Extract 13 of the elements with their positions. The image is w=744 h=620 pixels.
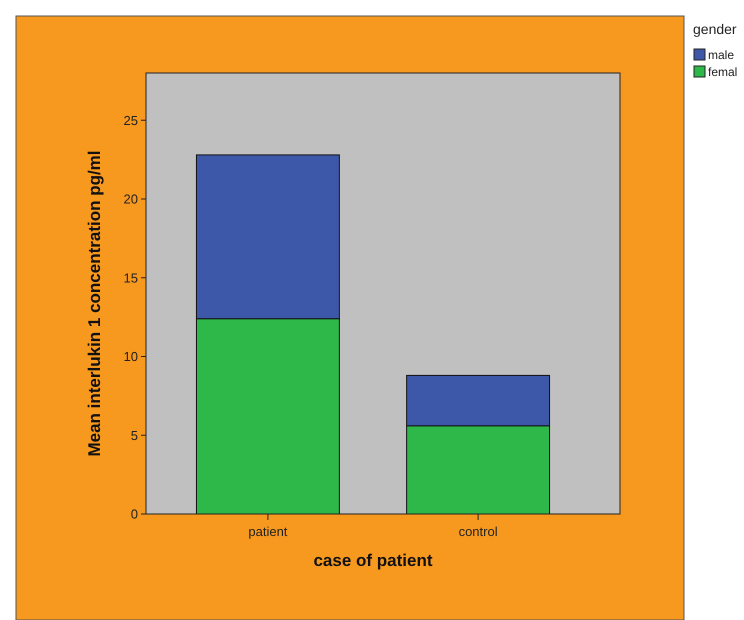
y-tick-label: 25 <box>124 112 138 128</box>
legend-label: femal <box>708 65 738 79</box>
y-tick-label: 20 <box>124 192 138 207</box>
x-tick-label: patient <box>248 524 288 539</box>
legend-label: male <box>708 48 734 62</box>
y-tick-label: 15 <box>124 270 138 286</box>
y-axis-title: Mean interlukin 1 concentration pg/ml <box>85 150 104 457</box>
legend-title: gender <box>693 21 737 37</box>
x-axis-title: case of patient <box>313 551 433 570</box>
y-tick-label: 0 <box>130 506 138 522</box>
y-tick-label: 10 <box>124 349 138 364</box>
x-tick-label: control <box>458 524 498 539</box>
y-tick-label: 5 <box>130 428 138 443</box>
